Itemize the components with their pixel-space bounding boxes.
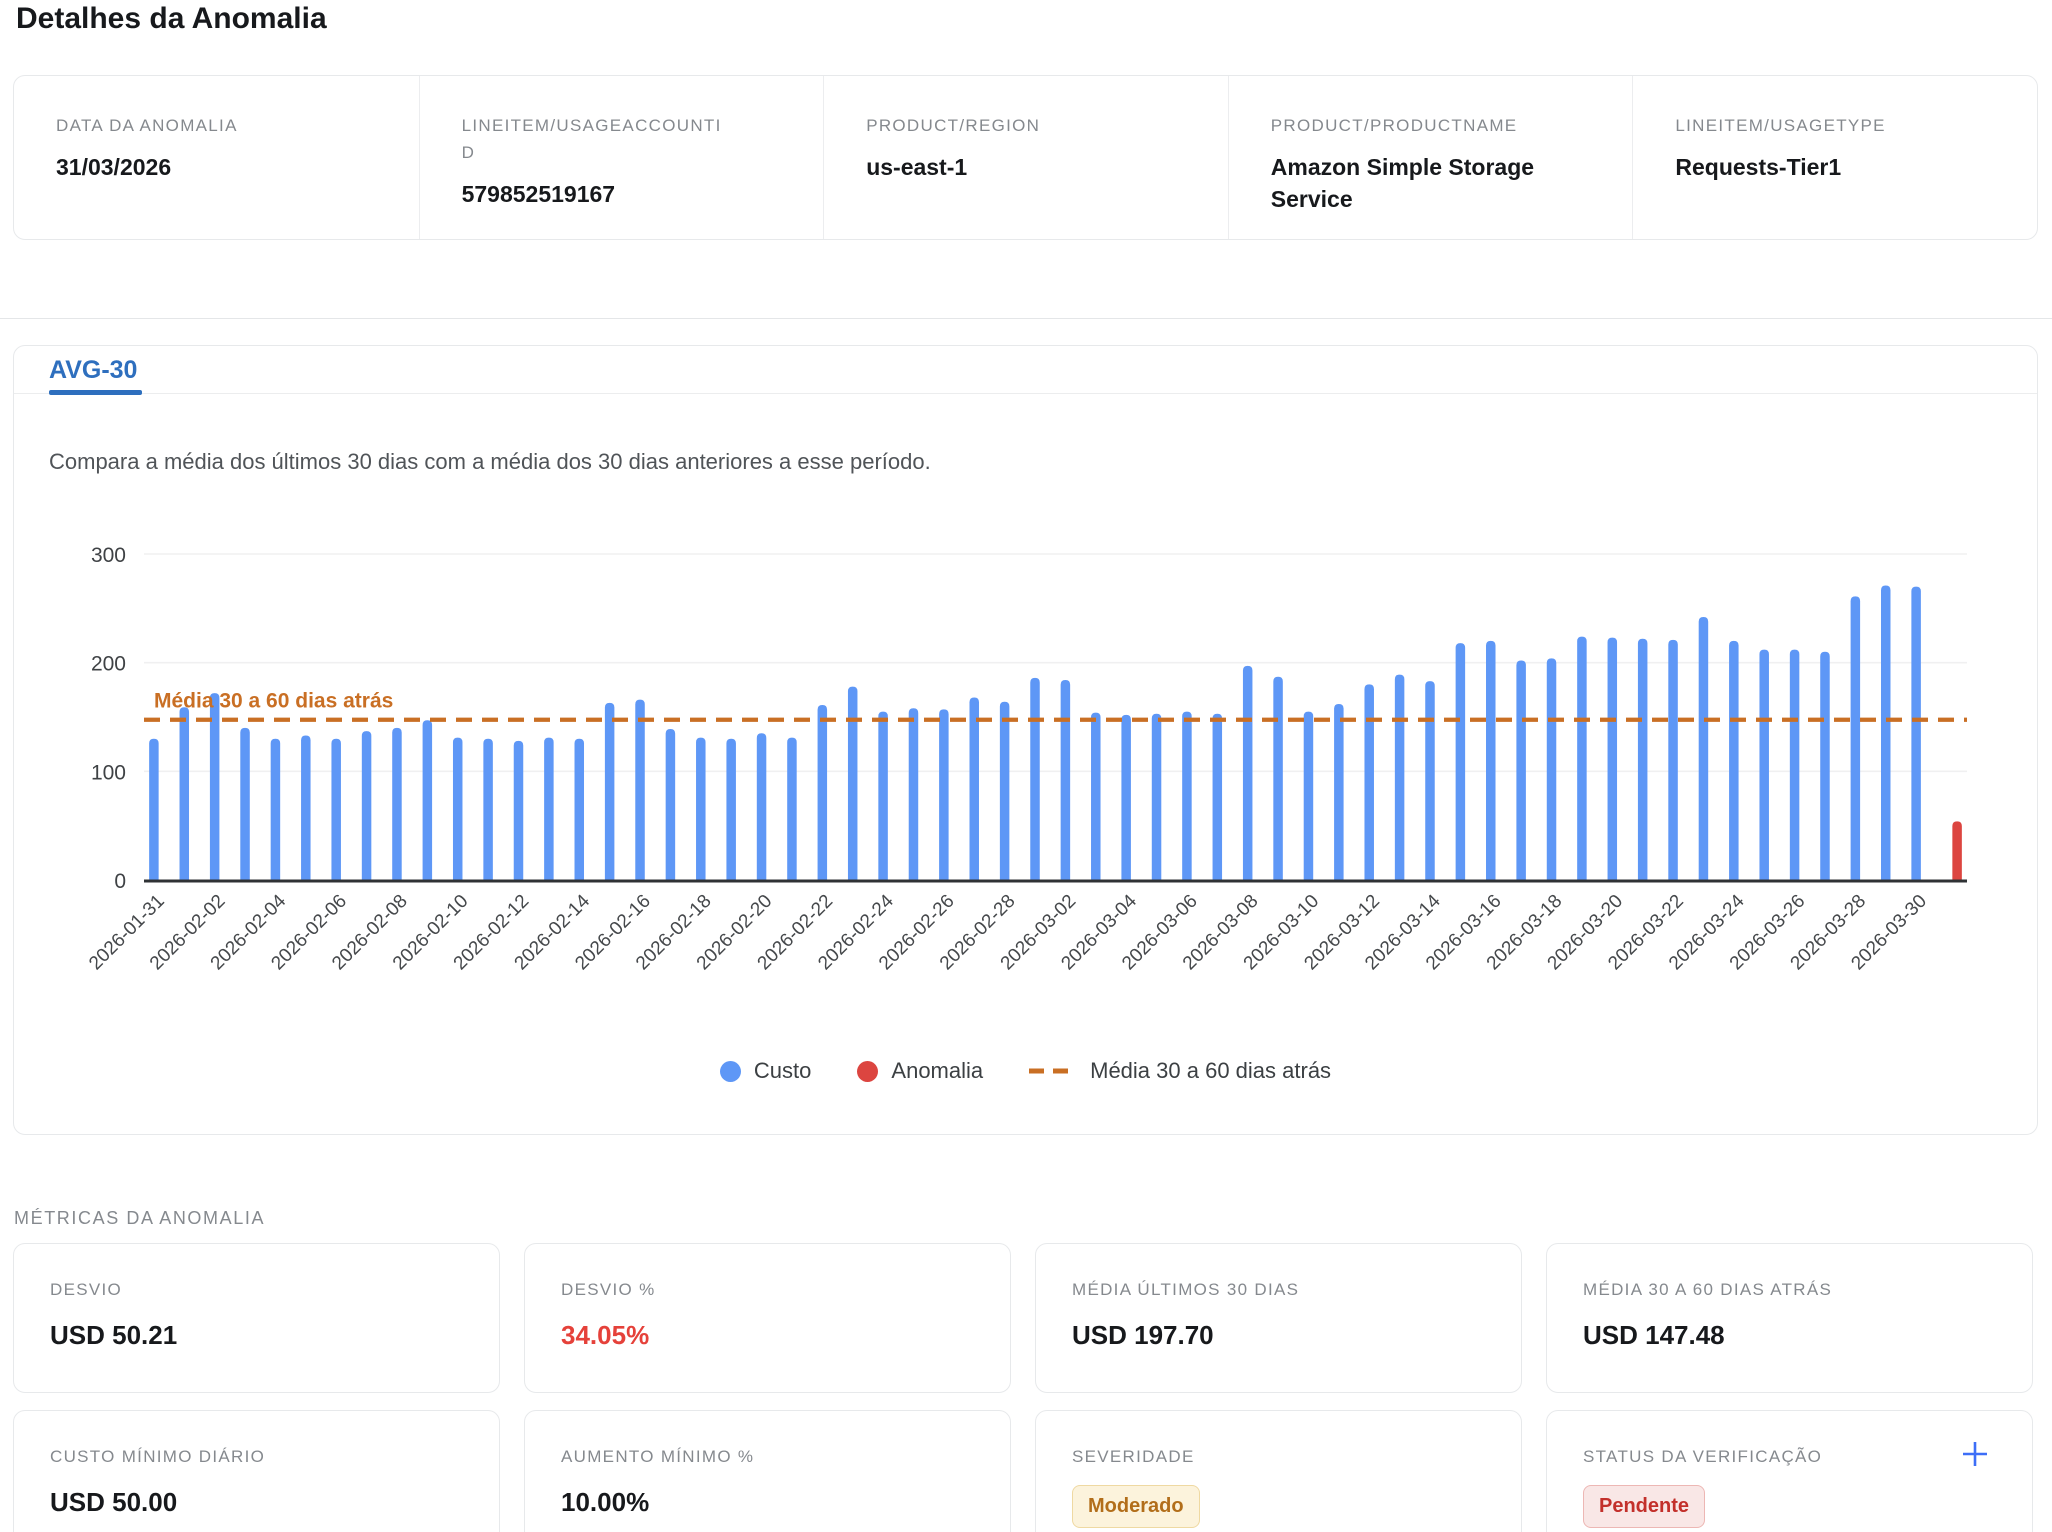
metric-value: USD 50.00 (50, 1487, 465, 1518)
avg30-bar-chart: 0100200300Média 30 a 60 dias atrás2026-0… (14, 496, 2039, 1056)
info-label: PRODUCT/REGION (866, 112, 1138, 139)
svg-text:100: 100 (91, 761, 126, 784)
info-cell-region: PRODUCT/REGION us-east-1 (823, 76, 1228, 239)
info-value: Amazon Simple Storage Service (1271, 151, 1553, 215)
metric-label: DESVIO % (561, 1280, 976, 1300)
avg30-card: AVG-30 Compara a média dos últimos 30 di… (13, 345, 2038, 1135)
info-label: LINEITEM/USAGETYPE (1675, 112, 1947, 139)
metric-value: USD 50.21 (50, 1320, 465, 1351)
info-value: 579852519167 (462, 178, 744, 210)
metric-card-desvio-pct: DESVIO % 34.05% (524, 1243, 1011, 1393)
metric-value: 34.05% (561, 1320, 976, 1351)
legend-label: Média 30 a 60 dias atrás (1090, 1058, 1331, 1084)
info-cell-usage-account-id: LINEITEM/USAGEACCOUNTID 579852519167 (419, 76, 824, 239)
svg-text:0: 0 (114, 870, 126, 893)
dashed-line-icon (1029, 1067, 1077, 1075)
legend-label: Anomalia (891, 1058, 983, 1084)
legend-label: Custo (754, 1058, 811, 1084)
anomaly-info-row: DATA DA ANOMALIA 31/03/2026 LINEITEM/USA… (13, 75, 2038, 240)
metric-card-desvio: DESVIO USD 50.21 (13, 1243, 500, 1393)
info-label: DATA DA ANOMALIA (56, 112, 328, 139)
metric-card-severidade: SEVERIDADE Moderado (1035, 1410, 1522, 1532)
metric-card-media-30-60: MÉDIA 30 A 60 DIAS ATRÁS USD 147.48 (1546, 1243, 2033, 1393)
chart-description: Compara a média dos últimos 30 dias com … (49, 449, 931, 475)
svg-text:Média 30 a 60 dias atrás: Média 30 a 60 dias atrás (154, 690, 393, 713)
svg-text:300: 300 (91, 544, 126, 567)
metric-label: STATUS DA VERIFICAÇÃO (1583, 1447, 1998, 1467)
info-cell-product-name: PRODUCT/PRODUCTNAME Amazon Simple Storag… (1228, 76, 1633, 239)
section-divider (0, 318, 2052, 319)
severity-badge: Moderado (1072, 1485, 1200, 1528)
info-label: PRODUCT/PRODUCTNAME (1271, 112, 1543, 139)
metric-label: SEVERIDADE (1072, 1447, 1487, 1467)
verification-status-badge: Pendente (1583, 1485, 1705, 1528)
tab-active-indicator (49, 390, 142, 395)
svg-text:200: 200 (91, 653, 126, 676)
legend-item-media[interactable]: Média 30 a 60 dias atrás (1029, 1058, 1331, 1084)
metric-label: AUMENTO MÍNIMO % (561, 1447, 976, 1467)
metric-label: MÉDIA ÚLTIMOS 30 DIAS (1072, 1280, 1487, 1300)
metrics-section-label: MÉTRICAS DA ANOMALIA (14, 1208, 265, 1229)
info-value: us-east-1 (866, 151, 1148, 183)
chart-legend: Custo Anomalia Média 30 a 60 dias atrás (14, 1058, 2037, 1084)
metric-label: MÉDIA 30 A 60 DIAS ATRÁS (1583, 1280, 1998, 1300)
metric-value: 10.00% (561, 1487, 976, 1518)
metric-value: USD 197.70 (1072, 1320, 1487, 1351)
metric-value: USD 147.48 (1583, 1320, 1998, 1351)
add-status-button[interactable] (1962, 1441, 1988, 1467)
legend-item-anomalia[interactable]: Anomalia (857, 1058, 983, 1084)
legend-item-custo[interactable]: Custo (720, 1058, 811, 1084)
tab-avg-30[interactable]: AVG-30 (49, 356, 137, 385)
anomalia-series-dot-icon (857, 1061, 878, 1082)
info-label: LINEITEM/USAGEACCOUNTID (462, 112, 734, 166)
metric-card-media-30: MÉDIA ÚLTIMOS 30 DIAS USD 197.70 (1035, 1243, 1522, 1393)
info-cell-anomaly-date: DATA DA ANOMALIA 31/03/2026 (14, 76, 419, 239)
custo-series-dot-icon (720, 1061, 741, 1082)
metric-label: DESVIO (50, 1280, 465, 1300)
info-value: 31/03/2026 (56, 151, 338, 183)
metric-card-aumento-minimo: AUMENTO MÍNIMO % 10.00% (524, 1410, 1011, 1532)
metric-card-status-verificacao: STATUS DA VERIFICAÇÃO Pendente (1546, 1410, 2033, 1532)
tab-bar: AVG-30 (14, 346, 2037, 394)
metric-label: CUSTO MÍNIMO DIÁRIO (50, 1447, 465, 1467)
page-title: Detalhes da Anomalia (16, 2, 327, 36)
info-value: Requests-Tier1 (1675, 151, 1957, 183)
metric-card-custo-minimo: CUSTO MÍNIMO DIÁRIO USD 50.00 (13, 1410, 500, 1532)
info-cell-usage-type: LINEITEM/USAGETYPE Requests-Tier1 (1632, 76, 2037, 239)
